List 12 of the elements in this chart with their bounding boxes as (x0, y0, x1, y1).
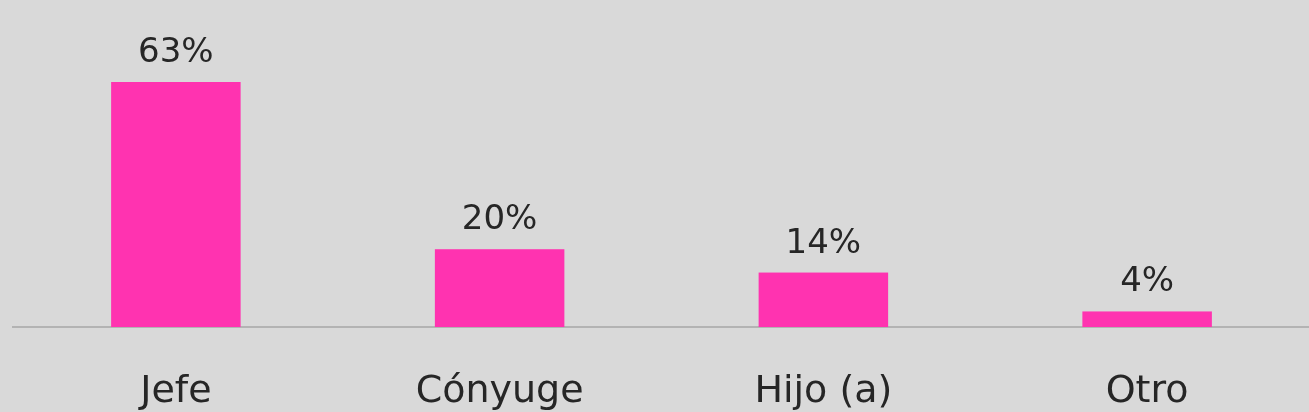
data-label: 14% (785, 220, 862, 261)
x-tick-label: Jefe (138, 367, 212, 411)
bar (434, 249, 565, 327)
data-label: 20% (461, 197, 538, 238)
bar (111, 82, 241, 327)
data-label: 4% (1120, 259, 1175, 300)
bar (1082, 311, 1212, 327)
bar (758, 272, 889, 327)
data-label: 63% (138, 30, 214, 70)
x-tick-label: Hijo (a) (754, 367, 893, 411)
x-tick-label: Cónyuge (415, 367, 584, 411)
x-tick-label: Otro (1105, 367, 1189, 411)
